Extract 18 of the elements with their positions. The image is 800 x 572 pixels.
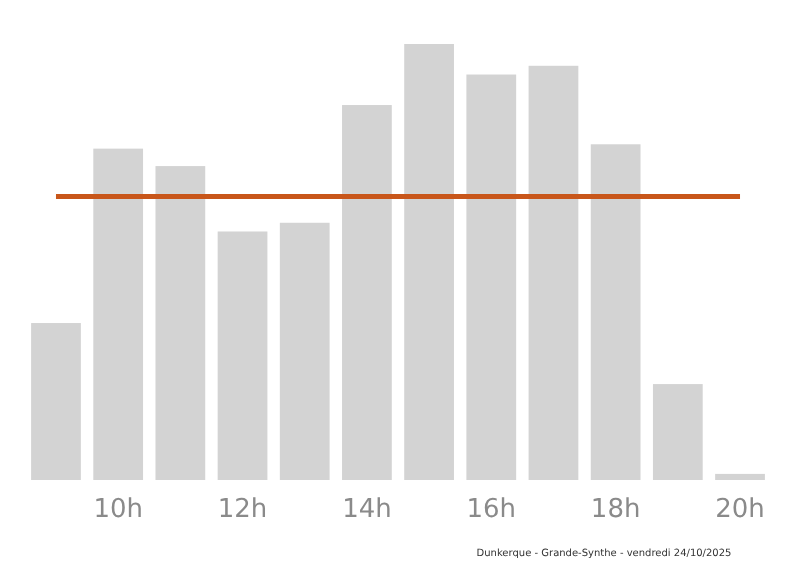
x-tick-label: 18h bbox=[590, 495, 641, 526]
bar bbox=[93, 148, 144, 480]
bar bbox=[217, 231, 268, 480]
bar bbox=[155, 166, 206, 480]
bar bbox=[590, 144, 641, 480]
x-tick-label: 10h bbox=[93, 495, 143, 526]
x-tick-label: 12h bbox=[217, 495, 268, 526]
x-tick-label: 20h bbox=[715, 495, 765, 526]
x-tick-label: 16h bbox=[466, 495, 517, 526]
bar bbox=[342, 105, 392, 480]
bar bbox=[652, 384, 703, 480]
bar bbox=[528, 65, 579, 480]
bar bbox=[31, 323, 81, 480]
bar bbox=[279, 222, 330, 480]
x-tick-label: 14h bbox=[342, 495, 392, 526]
bar bbox=[466, 74, 517, 480]
bar bbox=[715, 473, 765, 480]
bar bbox=[404, 44, 454, 480]
